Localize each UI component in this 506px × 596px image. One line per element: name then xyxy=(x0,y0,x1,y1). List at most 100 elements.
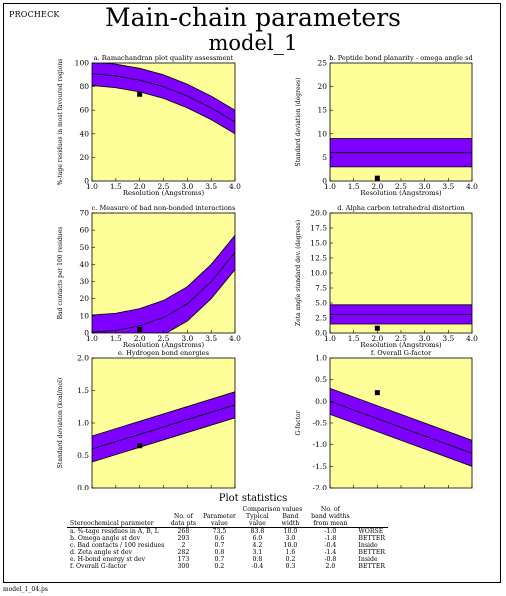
y-tick-label: 100 xyxy=(75,59,90,68)
band-lower-line xyxy=(165,269,235,333)
stats-value: 0.7 xyxy=(214,542,225,549)
x-tick-label: 1.0 xyxy=(324,182,336,191)
stats-value: -0.4 xyxy=(251,563,264,570)
y-tick-label: 0.5 xyxy=(77,451,89,460)
stats-table: Comparison values No. of Stereochemical … xyxy=(67,506,389,570)
y-tick-label: 10 xyxy=(317,129,327,138)
stats-value: 3.0 xyxy=(285,535,296,542)
x-tick-label: 3.0 xyxy=(419,334,431,343)
x-tick-label: 3.5 xyxy=(442,334,454,343)
chart-title: e. Hydrogen bond energies xyxy=(118,349,210,357)
x-tick-label: 1.0 xyxy=(86,182,98,191)
stats-value: 0.2 xyxy=(214,563,225,570)
y-tick-label: 20.0 xyxy=(310,209,327,218)
stats-verdict: WORSE xyxy=(358,528,384,535)
y-tick-label: 1.5 xyxy=(77,386,89,395)
x-tick-label: 4.0 xyxy=(466,182,478,191)
chart-panel xyxy=(329,357,473,489)
x-tick-label: 3.5 xyxy=(205,334,217,343)
x-tick-label: 1.5 xyxy=(348,182,360,191)
stats-verdict: Inside xyxy=(358,542,378,549)
stats-param-name: f. Overall G-factor xyxy=(70,563,127,570)
mean-line xyxy=(92,404,235,450)
stats-value: -0.8 xyxy=(324,556,337,563)
y-tick-label: -1.0 xyxy=(313,440,328,449)
stats-verdict: BETTER xyxy=(358,563,386,570)
x-tick-label: 3.0 xyxy=(181,182,193,191)
data-point xyxy=(374,390,380,396)
noof-header: No. of xyxy=(320,506,340,513)
x-tick-label: 4.0 xyxy=(229,489,241,490)
x-tick-label: 3.0 xyxy=(419,182,431,191)
y-tick-label: -0.5 xyxy=(313,419,328,428)
stats-value: 83.8 xyxy=(250,528,265,535)
y-tick-label: 0.5 xyxy=(315,375,327,384)
stats-value: 0.3 xyxy=(285,563,296,570)
x-tick-label: 1.5 xyxy=(110,334,122,343)
stats-value: 73.5 xyxy=(212,528,227,535)
y-tick-label: 60 xyxy=(79,226,89,235)
stats-value: 10.0 xyxy=(283,528,298,535)
band-upper-line xyxy=(330,387,472,441)
stats-value: 0.7 xyxy=(214,556,225,563)
stats-param-name: d. Zeta angle st dev xyxy=(70,549,132,556)
y-tick-label: -2.0 xyxy=(313,484,328,491)
col-header: band widths from mean xyxy=(305,513,356,528)
stats-value: 300 xyxy=(177,563,190,570)
stats-row: a. %-tage residues in A, B, L 268 73.5 83.8… xyxy=(67,528,388,536)
stats-value: -1.0 xyxy=(324,528,337,535)
stats-value: 2 xyxy=(181,542,186,549)
page-subtitle: model_1 xyxy=(208,31,298,55)
stats-value: 2.0 xyxy=(325,563,336,570)
data-point xyxy=(374,325,380,331)
y-tick-label: 25 xyxy=(317,59,327,68)
x-tick-label: 2.0 xyxy=(134,489,146,490)
y-tick-label: 0.0 xyxy=(77,484,89,491)
stats-value: 173 xyxy=(177,556,190,563)
x-tick-label: 3.5 xyxy=(442,182,454,191)
stats-param-name: a. %-tage residues in A, B, L xyxy=(70,528,159,535)
x-tick-label: 2.5 xyxy=(395,334,407,343)
y-axis-label: Standard deviation (degrees) xyxy=(295,78,302,167)
band-lower-line xyxy=(330,413,472,467)
chart-title: f. Overall G-factor xyxy=(371,349,432,357)
chart-panel xyxy=(91,212,236,334)
page-frame xyxy=(3,3,501,583)
y-tick-label: 40 xyxy=(79,129,89,138)
col-header: No. of data pts xyxy=(167,513,200,528)
plot-area xyxy=(330,387,472,467)
mean-line xyxy=(92,73,235,123)
y-tick-label: 0.0 xyxy=(315,397,327,406)
col-header: Band width xyxy=(275,513,306,528)
x-tick-label: 2.0 xyxy=(371,182,383,191)
y-tick-label: 60 xyxy=(79,106,89,115)
x-tick-label: 2.0 xyxy=(134,182,146,191)
x-tick-label: 4.0 xyxy=(229,334,241,343)
col-header: Stereochemical parameter xyxy=(67,513,168,528)
stats-param-name: b. Omega angle st dev xyxy=(70,535,141,542)
chart-title: a. Ramachandran plot quality assessment xyxy=(94,54,234,62)
stats-row: f. Overall G-factor 300 0.2 -0.4 0.3 2.0 BETTE… xyxy=(67,563,388,570)
plot-area xyxy=(330,304,472,325)
y-axis-label: G-factor xyxy=(295,410,302,435)
y-tick-label: 17.5 xyxy=(310,224,327,233)
x-tick-label: 1.5 xyxy=(110,489,122,490)
y-tick-label: 5 xyxy=(322,153,327,162)
band-lower-line xyxy=(92,85,235,135)
band-upper-line xyxy=(92,391,235,437)
y-tick-label: 30 xyxy=(79,277,89,286)
band-upper-line xyxy=(99,63,235,111)
y-tick-label: 40 xyxy=(79,260,89,269)
x-tick-label: 1.5 xyxy=(110,182,122,191)
y-tick-label: 15.0 xyxy=(310,239,327,248)
stats-verdict: BETTER xyxy=(358,535,386,542)
x-tick-label: 4.0 xyxy=(466,489,478,490)
stats-param-name: e. H-bond energy st dev xyxy=(70,556,146,563)
stats-row: d. Zeta angle st dev 282 0.8 3.1 1.6 -1.4 BETT… xyxy=(67,549,388,556)
x-axis-label: Resolution (Angstroms) xyxy=(360,189,442,197)
plot-area xyxy=(330,138,472,168)
chart-panel xyxy=(329,62,473,182)
y-tick-label: 70 xyxy=(79,209,89,218)
y-tick-label: 0 xyxy=(84,177,89,186)
chart-panel xyxy=(329,212,473,334)
